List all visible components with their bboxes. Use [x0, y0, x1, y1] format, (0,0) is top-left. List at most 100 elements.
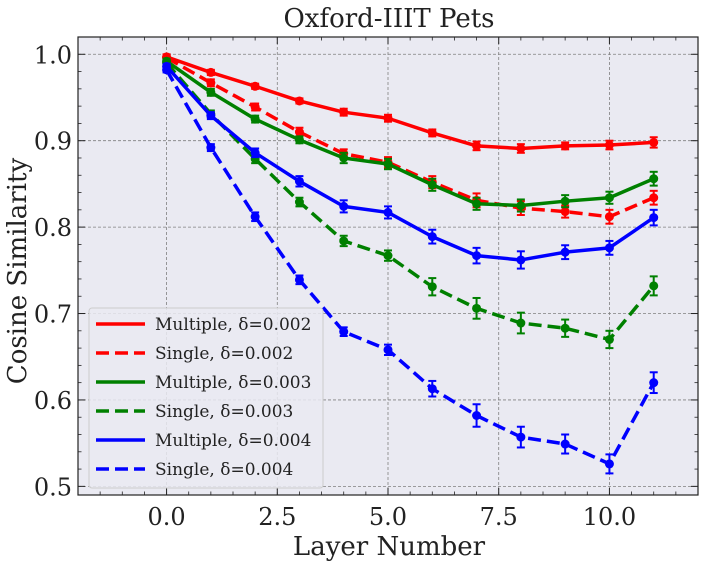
data-point — [250, 102, 260, 112]
series-5 — [162, 61, 659, 270]
legend-item: Single, δ=0.004 — [96, 460, 293, 480]
legend-label: Multiple, δ=0.003 — [155, 373, 311, 393]
y-tick-label: 0.6 — [34, 387, 72, 415]
legend-label: Single, δ=0.004 — [155, 460, 293, 480]
legend-label: Single, δ=0.002 — [155, 344, 293, 364]
series-4 — [162, 58, 659, 350]
legend-box — [88, 307, 324, 489]
data-point — [427, 128, 437, 138]
legend-label: Single, δ=0.003 — [155, 402, 293, 422]
data-point — [250, 81, 260, 91]
data-point — [516, 201, 526, 211]
series-line — [165, 59, 655, 208]
x-tick-label: 7.5 — [480, 503, 518, 531]
ticks: 0.0 2.5 5.0 7.5 10.0 0.5 0.6 0.7 0.8 0.9 1.0 — [34, 36, 698, 531]
data-point — [560, 141, 570, 151]
data-point — [649, 281, 659, 291]
data-point — [649, 378, 659, 388]
legend-item: Multiple, δ=0.003 — [96, 373, 311, 393]
legend-item: Single, δ=0.002 — [96, 344, 293, 364]
y-tick-label: 0.7 — [34, 301, 72, 329]
data-point — [427, 282, 437, 292]
y-tick-label: 1.0 — [34, 41, 72, 69]
data-point — [560, 247, 570, 257]
series-line — [165, 61, 656, 342]
data-point — [206, 87, 216, 97]
series-line — [165, 68, 656, 466]
data-point — [206, 111, 216, 121]
data-point — [294, 197, 304, 207]
data-point — [339, 107, 349, 117]
data-point — [472, 303, 482, 313]
data-point — [383, 251, 393, 261]
data-point — [339, 236, 349, 246]
data-point — [472, 141, 482, 151]
legend-label: Multiple, δ=0.002 — [155, 315, 311, 335]
data-point — [162, 65, 172, 75]
data-point — [604, 243, 614, 253]
y-tick-label: 0.5 — [34, 473, 72, 501]
series-6 — [162, 65, 659, 475]
legend-item: Multiple, δ=0.002 — [96, 315, 311, 335]
series-layer — [162, 52, 659, 475]
x-tick-label: 2.5 — [258, 503, 296, 531]
data-point — [472, 199, 482, 209]
data-point — [250, 114, 260, 124]
data-point — [516, 318, 526, 328]
data-point — [250, 148, 260, 158]
chart-title: Oxford-IIIT Pets — [283, 4, 494, 34]
data-point — [294, 135, 304, 145]
data-point — [206, 67, 216, 77]
series-3 — [162, 56, 659, 213]
series-line — [165, 65, 655, 262]
series-line — [165, 56, 655, 219]
data-point — [250, 212, 260, 222]
data-point — [427, 180, 437, 190]
data-point — [516, 432, 526, 442]
legend-item: Single, δ=0.003 — [96, 402, 293, 422]
series-line — [165, 55, 654, 151]
data-point — [560, 439, 570, 449]
legend-item: Multiple, δ=0.004 — [96, 431, 311, 451]
data-point — [339, 153, 349, 163]
data-point — [294, 96, 304, 106]
data-point — [383, 207, 393, 217]
data-point — [560, 323, 570, 333]
data-point — [206, 78, 216, 88]
data-point — [649, 193, 659, 203]
data-point — [604, 193, 614, 203]
data-point — [383, 113, 393, 123]
x-tick-label: 0.0 — [147, 503, 185, 531]
y-tick-label: 0.8 — [34, 214, 72, 242]
data-point — [560, 207, 570, 217]
legend-label: Multiple, δ=0.004 — [155, 431, 311, 451]
x-tick-label: 5.0 — [369, 503, 407, 531]
y-axis-label: Cosine Similarity — [3, 157, 33, 384]
x-axis-label: Layer Number — [293, 532, 486, 562]
data-point — [604, 140, 614, 150]
data-point — [294, 127, 304, 137]
data-point — [604, 212, 614, 222]
data-point — [560, 196, 570, 206]
data-point — [649, 137, 659, 147]
data-point — [516, 143, 526, 153]
data-point — [604, 459, 614, 469]
data-point — [383, 345, 393, 355]
data-point — [604, 334, 614, 344]
y-tick-label: 0.9 — [34, 128, 72, 156]
data-point — [339, 201, 349, 211]
data-point — [516, 255, 526, 265]
data-point — [649, 174, 659, 184]
data-point — [383, 159, 393, 169]
data-point — [472, 251, 482, 261]
x-tick-label: 10.0 — [583, 503, 636, 531]
grid — [78, 37, 698, 495]
data-point — [339, 327, 349, 337]
data-point — [294, 176, 304, 186]
data-point — [206, 143, 216, 153]
data-point — [472, 410, 482, 420]
data-point — [427, 384, 437, 394]
data-point — [427, 232, 437, 242]
data-point — [649, 213, 659, 223]
